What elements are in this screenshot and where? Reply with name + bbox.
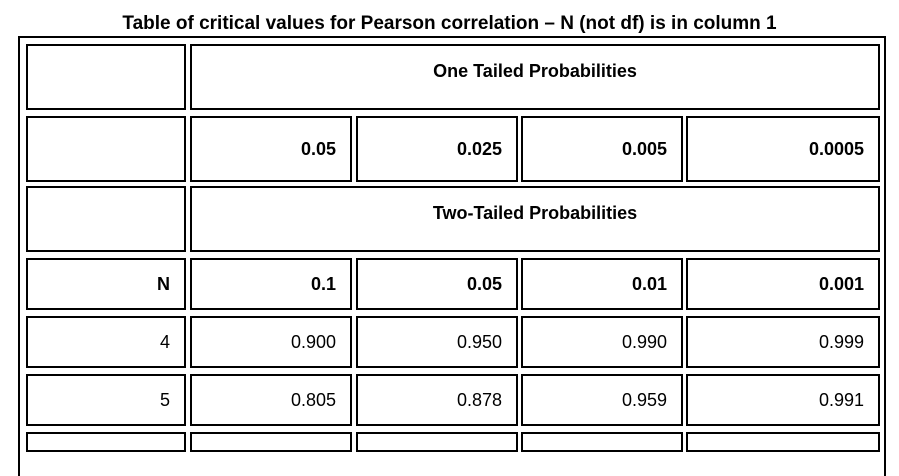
one-tailed-value: 0.005 [521, 116, 683, 182]
empty-header-cell [26, 44, 186, 110]
two-tailed-value: 0.001 [686, 258, 880, 310]
critical-values-table [18, 36, 886, 476]
one-tailed-header: One Tailed Probabilities [190, 44, 880, 110]
table-row-partial [356, 432, 518, 452]
critical-value: 0.878 [356, 374, 518, 426]
one-tailed-value: 0.05 [190, 116, 352, 182]
table-row-partial [190, 432, 352, 452]
critical-value: 0.805 [190, 374, 352, 426]
critical-value: 0.991 [686, 374, 880, 426]
critical-value: 0.999 [686, 316, 880, 368]
two-tailed-value: 0.05 [356, 258, 518, 310]
one-tailed-value: 0.025 [356, 116, 518, 182]
n-column-header: N [26, 258, 186, 310]
two-tailed-value: 0.1 [190, 258, 352, 310]
table-row-partial [26, 432, 186, 452]
table-row-partial [686, 432, 880, 452]
n-value: 4 [26, 316, 186, 368]
table-row-partial [521, 432, 683, 452]
n-value: 5 [26, 374, 186, 426]
critical-value: 0.900 [190, 316, 352, 368]
one-tailed-value: 0.0005 [686, 116, 880, 182]
two-tailed-value: 0.01 [521, 258, 683, 310]
empty-one-tailed-label-cell [26, 116, 186, 182]
critical-value: 0.950 [356, 316, 518, 368]
critical-value: 0.959 [521, 374, 683, 426]
critical-value: 0.990 [521, 316, 683, 368]
empty-header-cell [26, 186, 186, 252]
two-tailed-header: Two-Tailed Probabilities [190, 186, 880, 252]
page-title: Table of critical values for Pearson cor… [122, 13, 777, 34]
